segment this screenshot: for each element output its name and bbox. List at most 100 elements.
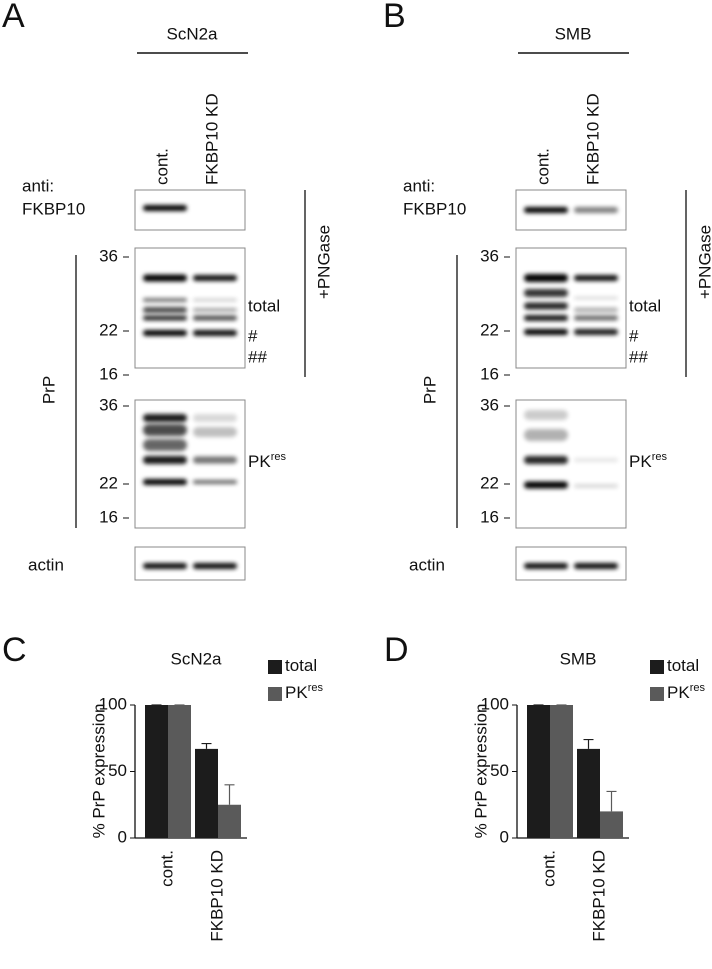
mw-marker: 16 — [480, 507, 499, 526]
bar — [218, 804, 241, 838]
band — [574, 207, 618, 213]
prp-label: PrP — [420, 376, 439, 404]
pk-label: PKres — [248, 451, 286, 472]
pk-sup: res — [271, 451, 287, 463]
blot-frame — [134, 546, 246, 581]
band — [193, 563, 237, 569]
band — [193, 298, 237, 302]
band — [193, 456, 237, 464]
mw-marker: 36 — [480, 246, 499, 265]
band — [524, 429, 568, 441]
band — [524, 289, 568, 297]
error-bar — [201, 742, 212, 749]
bar — [195, 748, 218, 838]
x-tick-label: FKBP10 KD — [589, 850, 608, 942]
band — [524, 315, 568, 321]
bar — [577, 748, 600, 838]
band — [143, 456, 187, 464]
band — [524, 456, 568, 464]
band — [524, 207, 568, 213]
band — [574, 296, 618, 300]
bar — [600, 811, 623, 838]
error-bar — [224, 784, 235, 805]
y-tick-label: 100 — [99, 694, 127, 713]
band — [193, 480, 237, 484]
mw-marker: 22 — [99, 473, 118, 492]
band — [143, 330, 187, 336]
legend-swatch — [650, 687, 664, 701]
blot-frame — [515, 399, 627, 529]
blot-frame — [134, 189, 246, 231]
mw-marker: 16 — [480, 364, 499, 383]
y-tick-label: 100 — [481, 694, 509, 713]
band — [143, 414, 187, 422]
cell-line: ScN2a — [166, 24, 218, 43]
band — [143, 479, 187, 485]
x-tick-label: cont. — [157, 850, 176, 887]
antibody-label: anti: — [403, 176, 435, 195]
band — [524, 274, 568, 282]
band — [574, 315, 618, 321]
mw-marker: 36 — [99, 395, 118, 414]
legend-text: total — [667, 656, 699, 675]
lane-label: cont. — [152, 148, 171, 185]
prp-label: PrP — [39, 376, 58, 404]
legend-swatch — [268, 660, 282, 674]
band-label: # — [629, 326, 639, 345]
cell-line: SMB — [555, 24, 592, 43]
band — [193, 427, 237, 437]
legend-swatch — [268, 687, 282, 701]
blot-frame — [134, 399, 246, 529]
band — [143, 274, 187, 282]
band-label: # — [248, 326, 258, 345]
band — [524, 481, 568, 489]
band-label: ## — [248, 347, 267, 366]
y-tick-label: 0 — [118, 827, 127, 846]
loading-label: actin — [28, 555, 64, 574]
band — [574, 458, 618, 462]
chart-title: SMB — [560, 649, 597, 668]
treatment-label: +PNGase — [695, 225, 712, 299]
mw-marker: 16 — [99, 507, 118, 526]
legend-text: PK — [285, 683, 308, 702]
blot-frame — [515, 189, 627, 231]
mw-marker: 36 — [99, 246, 118, 265]
band — [524, 410, 568, 420]
x-tick-label: cont. — [539, 850, 558, 887]
legend-label: PKres — [667, 682, 705, 703]
bar — [527, 705, 550, 838]
band — [143, 205, 187, 211]
antibody-label: anti: — [22, 176, 54, 195]
lane-label: cont. — [533, 148, 552, 185]
pk-text: PK — [629, 452, 652, 471]
band-label: total — [248, 296, 280, 315]
panel-letter: B — [383, 0, 406, 35]
antibody-label: FKBP10 — [403, 199, 466, 218]
x-tick-label: FKBP10 KD — [207, 850, 226, 942]
band — [524, 302, 568, 310]
band — [143, 563, 187, 569]
legend-text: PK — [667, 683, 690, 702]
y-tick-label: 50 — [108, 761, 127, 780]
band — [574, 329, 618, 335]
error-bar — [583, 738, 594, 749]
band-label: total — [629, 296, 661, 315]
error-bar — [606, 790, 617, 812]
band — [574, 275, 618, 281]
band — [574, 563, 618, 569]
legend-sup: res — [308, 682, 324, 694]
legend-swatch — [650, 660, 664, 674]
band — [143, 307, 187, 313]
blot-frame — [515, 546, 627, 581]
band — [574, 484, 618, 488]
band — [143, 424, 187, 436]
panel-letter: A — [2, 0, 25, 35]
bar — [145, 705, 168, 838]
mw-marker: 16 — [99, 364, 118, 383]
mw-marker: 22 — [99, 320, 118, 339]
legend-label: PKres — [285, 682, 323, 703]
treatment-label: +PNGase — [314, 225, 333, 299]
band — [193, 315, 237, 321]
band — [574, 307, 618, 313]
band-label: ## — [629, 347, 648, 366]
